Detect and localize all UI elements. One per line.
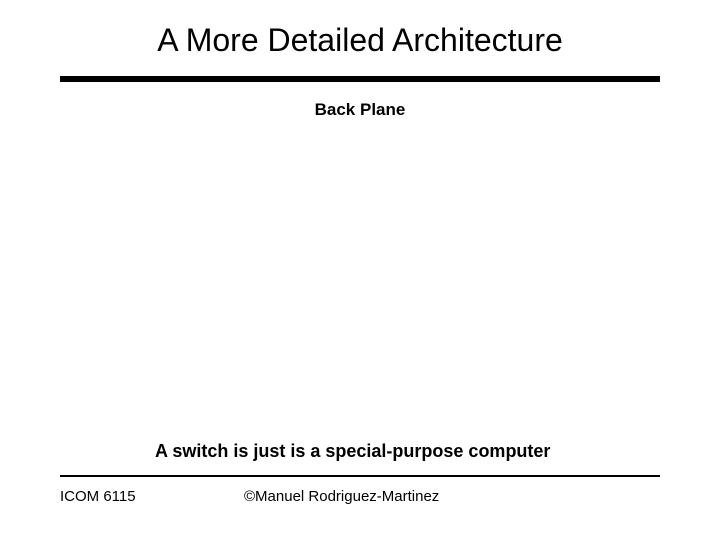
slide: A More Detailed Architecture Back Plane … xyxy=(0,0,720,540)
back-plane-label: Back Plane xyxy=(0,100,720,120)
footer-copyright: ©Manuel Rodriguez-Martinez xyxy=(244,488,439,505)
footer-course-code: ICOM 6115 xyxy=(60,488,136,505)
slide-title: A More Detailed Architecture xyxy=(0,22,720,59)
title-divider xyxy=(60,76,660,82)
footer-divider xyxy=(60,475,660,477)
body-text: A switch is just is a special-purpose co… xyxy=(155,441,660,462)
